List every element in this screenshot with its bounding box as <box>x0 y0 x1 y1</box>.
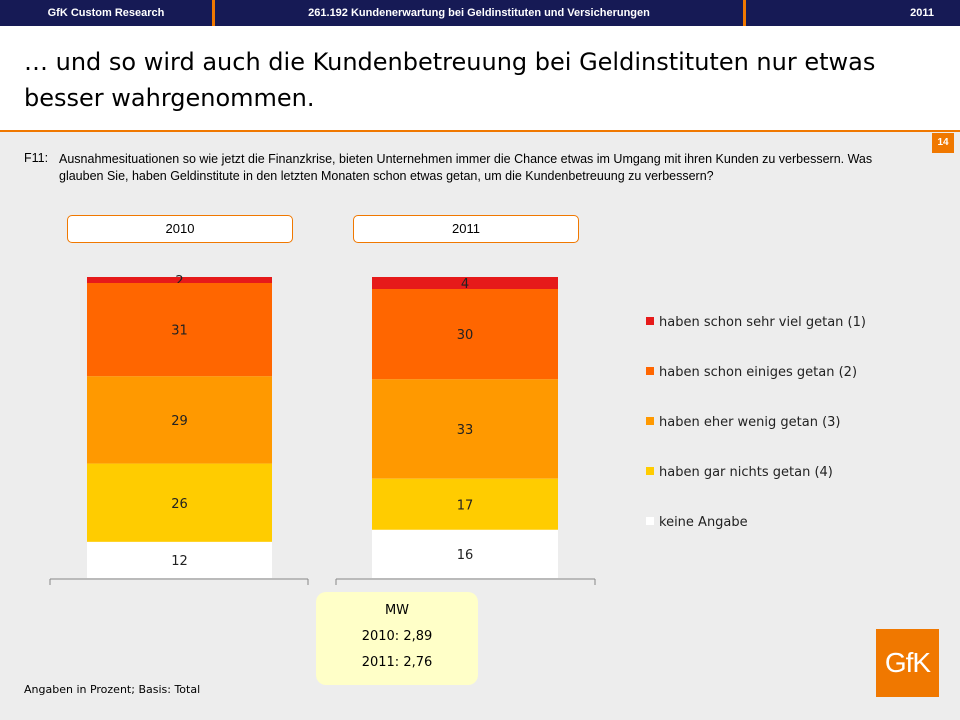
bar-segment <box>87 376 272 464</box>
legend-label: haben eher wenig getan (3) <box>659 415 841 430</box>
title-area <box>0 26 960 130</box>
bar-segment <box>372 478 558 530</box>
legend-swatch <box>646 517 654 525</box>
header-year: 2011 <box>910 7 934 19</box>
mean-value-2011: 2011: 2,76 <box>361 655 433 670</box>
footnote: Angaben in Prozent; Basis: Total <box>24 683 201 696</box>
legend-label: haben gar nichts getan (4) <box>659 465 833 480</box>
question-label: F11: <box>24 151 49 165</box>
bar-segment <box>87 277 272 283</box>
mean-value-box: MW 2010: 2,89 2011: 2,76 <box>316 592 478 685</box>
legend-swatch <box>646 367 654 375</box>
header-left: GfK Custom Research <box>0 0 215 26</box>
header-bar: GfK Custom Research 261.192 Kundenerwart… <box>0 0 960 26</box>
header-center: 261.192 Kundenerwartung bei Geldinstitut… <box>215 0 746 26</box>
legend-swatch <box>646 317 654 325</box>
year-label-2011: 2011 <box>353 215 579 243</box>
bar-segment <box>372 529 558 578</box>
year-label-2010: 2010 <box>67 215 293 243</box>
question-text: Ausnahmesituationen so wie jetzt die Fin… <box>59 152 873 183</box>
legend-label: keine Angabe <box>659 515 748 530</box>
bar-segment <box>87 283 272 377</box>
legend-swatch <box>646 467 654 475</box>
data-label: 16 <box>457 548 474 563</box>
data-label: 29 <box>171 414 188 429</box>
data-label: 31 <box>171 324 188 339</box>
bar-segment <box>372 379 558 479</box>
data-label: 26 <box>171 497 188 512</box>
data-label: 4 <box>461 277 469 292</box>
page-title: … und so wird auch die Kundenbetreuung b… <box>24 48 876 112</box>
data-label: 33 <box>457 423 474 438</box>
bar-segment <box>87 463 272 542</box>
mean-value-label: MW <box>384 603 410 618</box>
data-label: 12 <box>171 554 188 569</box>
data-label: 17 <box>457 498 474 513</box>
data-label: 2 <box>175 274 183 289</box>
bar-segment <box>372 277 558 289</box>
legend-swatch <box>646 417 654 425</box>
data-label: 30 <box>457 328 474 343</box>
legend-label: haben schon einiges getan (2) <box>659 365 857 380</box>
legend-label: haben schon sehr viel getan (1) <box>659 315 866 330</box>
mean-value-2010: 2010: 2,89 <box>361 629 433 644</box>
bar-segment <box>87 541 272 578</box>
bar-segment <box>372 289 558 380</box>
gfk-logo: GfK <box>876 629 939 697</box>
page-number: 14 <box>932 133 954 153</box>
title-divider <box>0 130 960 132</box>
